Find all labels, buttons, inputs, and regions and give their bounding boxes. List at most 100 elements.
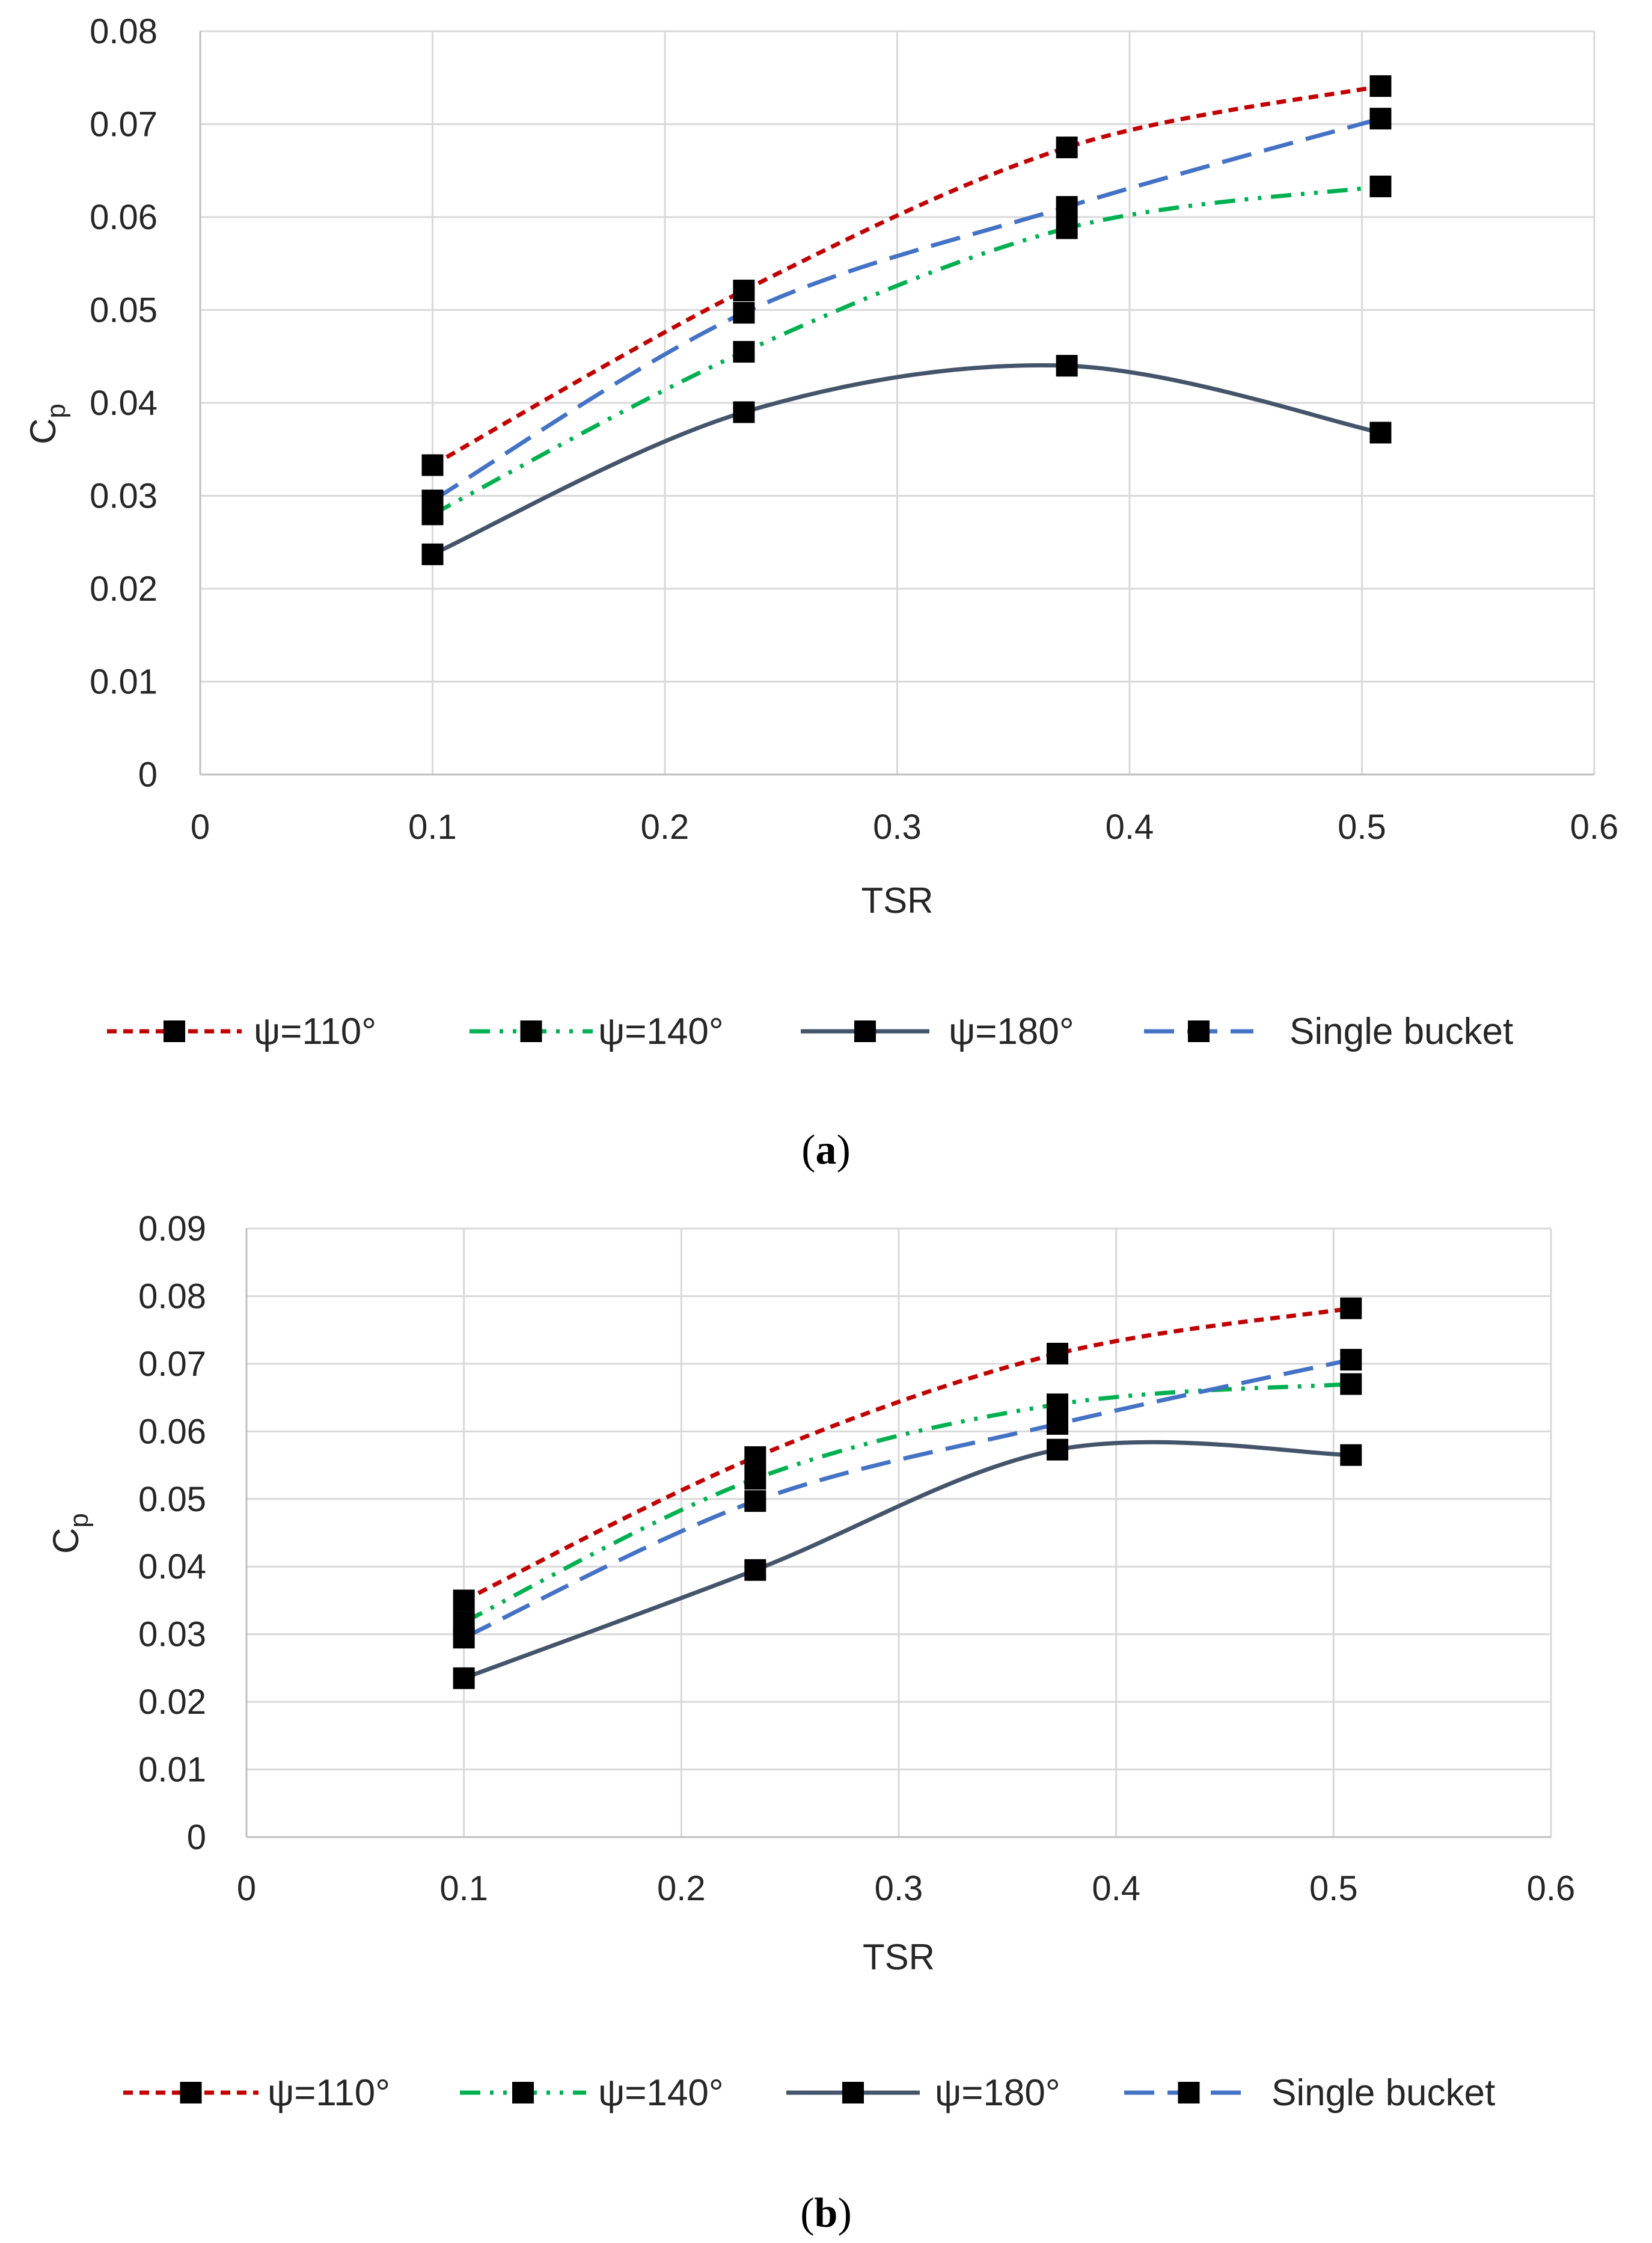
data-point-single-bucket — [1369, 108, 1392, 130]
series-markers — [453, 1297, 1362, 1689]
legend-marker-psi-180 — [842, 2082, 864, 2103]
x-tick-label: 0.5 — [1338, 808, 1386, 847]
x-tick-label: 0.3 — [873, 808, 922, 847]
data-point-psi-110 — [1369, 75, 1392, 97]
data-point-psi-110 — [1340, 1297, 1362, 1319]
legend-marker-single-bucket — [1188, 1020, 1210, 1042]
data-point-psi-180 — [421, 543, 444, 565]
x-axis-title: TSR — [861, 880, 934, 921]
chart-panel-a: 0 0.01 0.02 0.03 0.04 0.05 0.06 0.07 0.08 0 0.1 0.2… — [23, 12, 1618, 1052]
data-point-psi-110 — [421, 454, 444, 476]
chart-panel-b: 0 0.01 0.02 0.03 0.04 0.05 0.06 0.07 0.08 0.09 0 0.… — [46, 1209, 1575, 2114]
legend-marker-psi-110 — [164, 1020, 185, 1042]
legend-label-psi-110: ψ=110° — [254, 1011, 376, 1052]
data-point-psi-110 — [744, 1446, 766, 1468]
data-point-single-bucket — [1340, 1349, 1362, 1371]
x-tick-label: 0.1 — [439, 1869, 488, 1908]
legend-label-psi-140: ψ=140° — [598, 2072, 724, 2114]
legend-item-psi-180: ψ=180° — [801, 1011, 1074, 1052]
data-point-psi-110 — [453, 1589, 475, 1612]
legend: ψ=110° ψ=140° ψ=180° Single bucket — [123, 2072, 1495, 2114]
legend-item-psi-180: ψ=180° — [786, 2072, 1060, 2114]
legend-item-psi-110: ψ=110° — [107, 1011, 376, 1052]
data-point-psi-180 — [1056, 355, 1078, 377]
x-tick-label: 0.2 — [657, 1869, 706, 1908]
y-tick-label: 0.08 — [138, 1277, 206, 1316]
legend-label-psi-180: ψ=180° — [935, 2072, 1060, 2114]
data-point-single-bucket — [421, 489, 444, 512]
x-tick-label: 0 — [191, 808, 210, 847]
y-axis-title-main: C — [46, 1528, 86, 1554]
y-axis-title: Cp — [23, 403, 71, 444]
legend-item-single-bucket: Single bucket — [1144, 1011, 1513, 1052]
data-point-psi-140 — [1369, 176, 1392, 198]
y-tick-label: 0.09 — [138, 1209, 206, 1248]
x-tick-label: 0.6 — [1527, 1869, 1576, 1908]
data-point-psi-180 — [1047, 1438, 1069, 1461]
legend-item-psi-140: ψ=140° — [470, 1011, 724, 1052]
data-point-single-bucket — [744, 1490, 766, 1512]
y-axis-title-subscript: p — [64, 1513, 94, 1527]
data-point-psi-110 — [1056, 137, 1078, 159]
legend-label-single-bucket: Single bucket — [1271, 2072, 1495, 2114]
y-tick-label: 0.08 — [90, 12, 158, 51]
x-axis-title: TSR — [863, 1937, 935, 1977]
series-line-psi-110 — [431, 84, 1381, 467]
legend-label-psi-180: ψ=180° — [949, 1011, 1074, 1052]
y-tick-label: 0.07 — [90, 105, 158, 144]
y-tick-label: 0.06 — [138, 1412, 206, 1451]
legend-item-psi-110: ψ=110° — [123, 2072, 390, 2114]
data-point-psi-180 — [733, 401, 755, 423]
data-point-single-bucket — [733, 302, 755, 324]
x-tick-label: 0.2 — [641, 808, 690, 847]
data-point-single-bucket — [1047, 1413, 1069, 1435]
y-tick-label: 0 — [187, 1818, 206, 1857]
series-line-single-bucket — [431, 116, 1381, 503]
y-tick-label: 0.07 — [138, 1345, 206, 1384]
y-tick-label: 0.02 — [90, 569, 158, 609]
data-point-single-bucket — [1056, 196, 1078, 218]
y-axis-title-subscript: p — [41, 403, 71, 418]
data-point-psi-140 — [1056, 217, 1078, 239]
y-tick-label: 0.01 — [138, 1751, 206, 1790]
y-tick-label: 0.02 — [138, 1683, 206, 1722]
y-tick-label: 0.05 — [90, 291, 158, 330]
legend-item-psi-140: ψ=140° — [460, 2072, 724, 2114]
y-tick-label: 0.03 — [90, 477, 158, 516]
caption-b: (b) — [800, 2190, 852, 2236]
y-tick-label: 0.03 — [138, 1615, 206, 1654]
legend-marker-psi-140 — [520, 1020, 542, 1042]
y-tick-label: 0.05 — [138, 1480, 206, 1519]
x-tick-label: 0.1 — [408, 808, 457, 847]
y-axis-title-main: C — [23, 419, 63, 444]
legend-marker-psi-140 — [512, 2082, 534, 2103]
y-tick-label: 0.04 — [90, 384, 158, 423]
data-point-psi-180 — [744, 1559, 766, 1581]
data-point-psi-110 — [1047, 1343, 1069, 1365]
y-axis-title: Cp — [46, 1513, 94, 1554]
x-tick-label: 0.4 — [1092, 1869, 1140, 1908]
series-line-psi-180 — [463, 1440, 1351, 1681]
series-line-psi-110 — [463, 1306, 1351, 1603]
series-line-psi-180 — [432, 363, 1381, 557]
legend-marker-single-bucket — [1178, 2082, 1200, 2103]
legend-item-single-bucket: Single bucket — [1124, 2072, 1495, 2114]
series-lines — [431, 84, 1381, 557]
legend-marker-psi-110 — [180, 2082, 202, 2103]
x-tick-label: 0.3 — [875, 1869, 923, 1908]
x-tick-label: 0.4 — [1106, 808, 1154, 847]
data-point-psi-140 — [744, 1468, 766, 1490]
series-line-single-bucket — [463, 1357, 1352, 1640]
data-point-psi-180 — [1369, 422, 1392, 444]
data-point-psi-140 — [1047, 1393, 1069, 1416]
x-tick-label: 0.5 — [1309, 1869, 1358, 1908]
y-tick-label: 0 — [138, 755, 158, 794]
data-point-psi-140 — [733, 341, 755, 363]
series-line-psi-140 — [431, 184, 1381, 517]
x-tick-label: 0.6 — [1570, 808, 1619, 847]
data-point-psi-180 — [453, 1667, 475, 1689]
legend-label-psi-110: ψ=110° — [268, 2072, 390, 2114]
data-point-psi-110 — [733, 280, 755, 302]
y-tick-label: 0.04 — [138, 1547, 206, 1586]
